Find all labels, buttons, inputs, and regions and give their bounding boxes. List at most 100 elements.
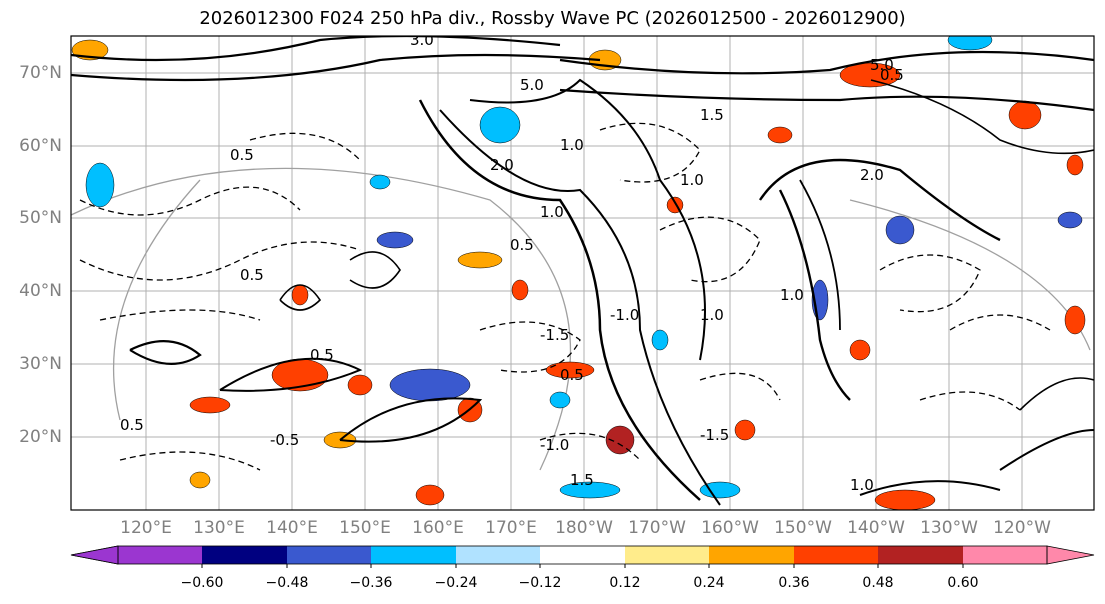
contour-label: 1.0: [850, 476, 874, 494]
contour-line: [799, 179, 841, 331]
contour-line: [859, 480, 1001, 496]
divergence-blob: [734, 419, 756, 441]
colorbar: [70, 545, 1095, 568]
longitude-label: 150°W: [774, 518, 832, 538]
contour-line: [1019, 377, 1094, 411]
contour-label: 0.5: [240, 266, 264, 284]
rossby-wave-contours: [71, 36, 1094, 506]
divergence-blob: [767, 126, 793, 144]
contour-line: [559, 88, 1094, 112]
colorbar-tick-label: 0.60: [947, 575, 979, 591]
divergence-blob: [1008, 100, 1042, 130]
divergence-blob: [1064, 305, 1086, 335]
map-frame: [70, 35, 1095, 511]
divergence-blob: [605, 425, 635, 455]
contour-line: [129, 340, 202, 365]
divergence-blob: [839, 62, 901, 88]
longitude-label: 130°E: [193, 518, 245, 538]
colorbar-segment: [625, 546, 709, 564]
divergence-blob: [849, 339, 871, 361]
contour-label: 5.0: [520, 76, 544, 94]
longitude-label: 140°E: [266, 518, 318, 538]
colorbar-tick-label: 0.24: [693, 575, 725, 591]
colorbar-tick-label: 0.12: [609, 575, 641, 591]
contour-line: [778, 189, 851, 401]
contour-line: [479, 321, 581, 373]
longitude-label: 180°W: [555, 518, 613, 538]
colorbar-tick-label: −0.36: [349, 575, 393, 591]
contour-line: [559, 50, 1094, 75]
contour-label: 1.5: [570, 471, 594, 489]
contour-line: [599, 122, 701, 183]
contour-line: [418, 99, 701, 501]
contour-label: 3.0: [410, 31, 434, 49]
latitude-label: 20°N: [19, 427, 62, 447]
contour-line: [539, 432, 641, 461]
contour-label: 2.0: [490, 156, 514, 174]
contour-line: [659, 216, 761, 283]
colorbar-segment: [371, 546, 456, 564]
contour-line: [79, 186, 301, 216]
colorbar-segment: [456, 546, 540, 564]
latitude-label: 30°N: [19, 354, 62, 374]
contour-label: 0.5: [120, 416, 144, 434]
contour-label: 2.0: [860, 166, 884, 184]
contour-line: [999, 429, 1094, 471]
contour-line: [870, 79, 1094, 155]
contour-line: [439, 109, 721, 506]
contour-line: [249, 132, 361, 161]
latitude-label: 70°N: [19, 63, 62, 83]
divergence-blob: [545, 361, 595, 379]
colorbar-segment: [878, 546, 963, 564]
colorbar-tick-label: 0.36: [778, 575, 810, 591]
longitude-label: 150°E: [339, 518, 391, 538]
divergence-blob: [874, 489, 936, 510]
contour-label: 1.0: [540, 203, 564, 221]
divergence-blob: [479, 106, 521, 144]
contour-line: [349, 251, 401, 289]
contour-line: [339, 397, 483, 443]
contour-line: [699, 372, 781, 401]
colorbar-tick-label: −0.12: [518, 575, 562, 591]
contour-label: 1.0: [680, 171, 704, 189]
contour-label: 0.5: [560, 366, 584, 384]
contour-label: -1.5: [540, 326, 569, 344]
divergence-blob: [651, 329, 669, 351]
divergence-blob: [189, 396, 231, 414]
contour-label: 0.5: [310, 346, 334, 364]
contour-label: 0.5: [510, 236, 534, 254]
divergence-blob: [347, 374, 373, 396]
contour-line: [119, 451, 261, 471]
contour-line: [949, 314, 1051, 331]
divergence-blob: [189, 471, 211, 489]
contour-label: 0.5: [880, 66, 904, 84]
longitude-label: 130°W: [920, 518, 978, 538]
longitude-label: 160°E: [412, 518, 464, 538]
colorbar-segment: [794, 546, 878, 564]
contour-line: [759, 158, 1001, 242]
contour-label: 1.0: [700, 306, 724, 324]
contour-line: [71, 36, 561, 62]
colorbar-tick-label: −0.48: [265, 575, 309, 591]
contour-label: 0.5: [230, 146, 254, 164]
contour-label: -0.5: [270, 431, 299, 449]
colorbar-segment: [709, 546, 794, 564]
latitude-label: 50°N: [19, 208, 62, 228]
divergence-blob: [85, 162, 115, 208]
longitude-label: 170°W: [628, 518, 686, 538]
contour-line: [99, 309, 261, 321]
divergence-blob: [699, 481, 741, 499]
contour-label: 5.0: [870, 56, 894, 74]
divergence-blob: [389, 368, 471, 402]
divergence-blob: [457, 251, 503, 269]
graticule-grid: [71, 36, 1094, 510]
contour-label: -1.0: [610, 306, 639, 324]
contour-line: [469, 78, 706, 361]
longitude-label: 140°W: [847, 518, 905, 538]
divergence-blob: [549, 391, 571, 409]
contour-line: [219, 357, 363, 392]
longitude-label: 170°E: [485, 518, 537, 538]
contour-line: [879, 254, 981, 313]
longitude-label: 160°W: [701, 518, 759, 538]
contour-label: 1.0: [560, 136, 584, 154]
